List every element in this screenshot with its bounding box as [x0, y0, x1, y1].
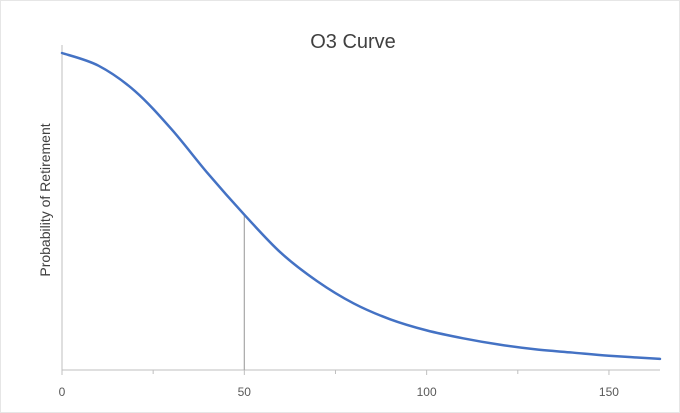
- x-ticks: 0 50 100 150: [59, 370, 619, 399]
- x-tick-label: 0: [59, 385, 66, 399]
- x-tick-label: 100: [417, 385, 437, 399]
- y-axis-label: Probability of Retirement: [37, 123, 53, 276]
- axes: [61, 45, 660, 371]
- o3-curve-line: [60, 51, 662, 361]
- chart-title: O3 Curve: [310, 31, 396, 53]
- x-tick-label: 150: [599, 385, 619, 399]
- x-tick-label: 50: [238, 385, 252, 399]
- series-group: [60, 51, 662, 361]
